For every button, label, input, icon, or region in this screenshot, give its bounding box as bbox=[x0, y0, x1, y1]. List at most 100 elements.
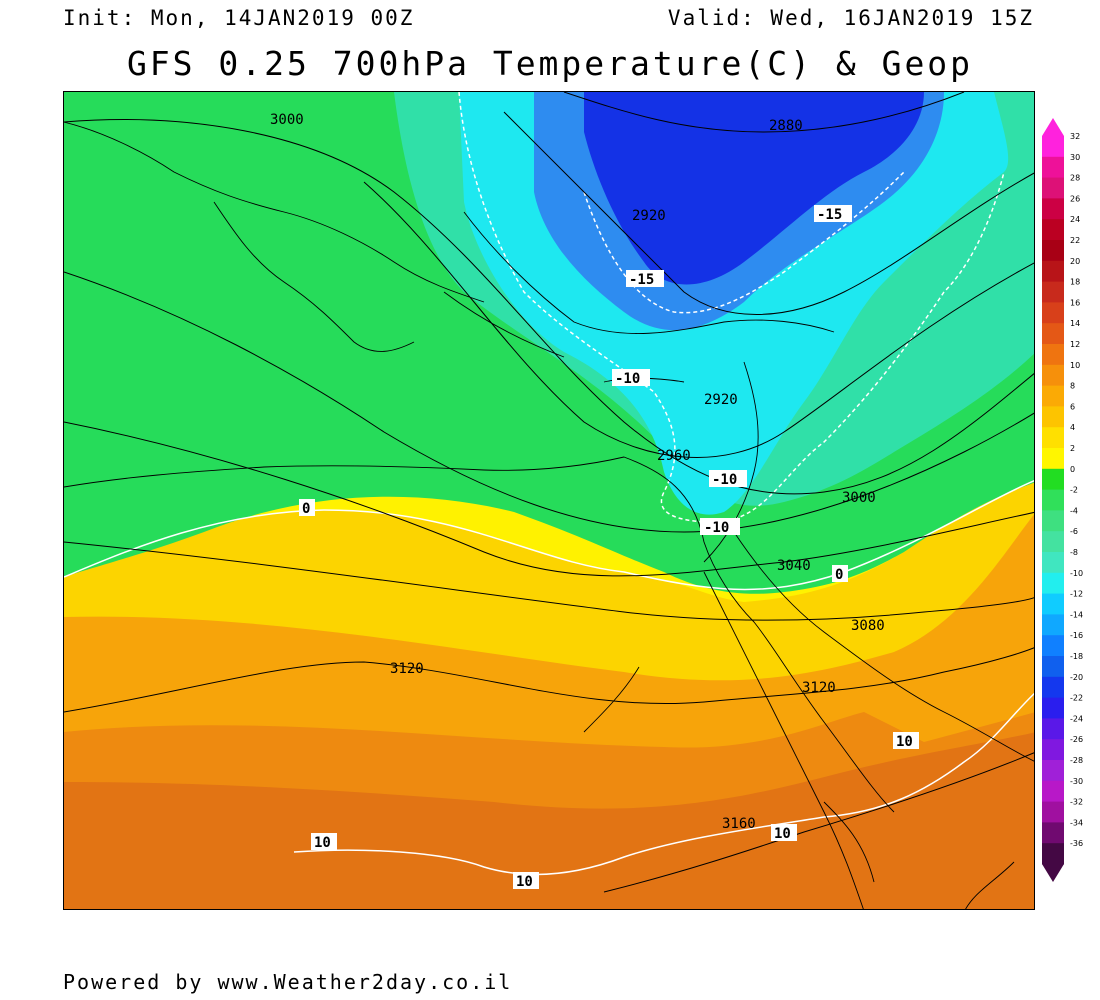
geopotential-label: 3120 bbox=[802, 680, 836, 696]
colorbar-swatch bbox=[1042, 260, 1064, 283]
colorbar-swatch bbox=[1042, 302, 1064, 324]
colorbar-label: 0 bbox=[1070, 465, 1075, 474]
colorbar-swatch bbox=[1042, 614, 1064, 636]
colorbar-label: 12 bbox=[1070, 340, 1080, 349]
colorbar-label: 6 bbox=[1070, 402, 1075, 411]
colorbar-label: -30 bbox=[1070, 777, 1083, 786]
colorbar-swatch bbox=[1042, 760, 1064, 782]
init-time: Init: Mon, 14JAN2019 00Z bbox=[63, 6, 415, 30]
temperature-label: -10 bbox=[700, 518, 740, 536]
geopotential-label: 3040 bbox=[777, 558, 811, 574]
colorbar-swatch bbox=[1042, 656, 1064, 678]
temperature-label: -15 bbox=[814, 205, 852, 223]
border-arabia bbox=[733, 531, 1034, 762]
contour-2960 bbox=[363, 181, 1034, 458]
colorbar-swatch bbox=[1042, 219, 1064, 241]
colorbar-swatch bbox=[1042, 427, 1064, 449]
colorbar-label: 10 bbox=[1070, 361, 1080, 370]
temperature-label: 10 bbox=[513, 872, 539, 890]
weather-map: 3000 2880 2920 2920 2960 3000 3040 3080 … bbox=[63, 91, 1035, 910]
colorbar-swatch bbox=[1042, 635, 1064, 657]
colorbar-swatch bbox=[1042, 489, 1064, 511]
colorbar-label: -4 bbox=[1070, 506, 1078, 515]
colorbar-label: -34 bbox=[1070, 818, 1083, 827]
geopotential-label: 3120 bbox=[390, 661, 424, 677]
colorbar-label: -6 bbox=[1070, 527, 1078, 536]
colorbar-label: 20 bbox=[1070, 257, 1080, 266]
colorbar-label: 32 bbox=[1070, 132, 1080, 141]
contour-3120 bbox=[64, 647, 1034, 713]
colorbar-label: -14 bbox=[1070, 610, 1083, 619]
geopotential-label: 2880 bbox=[769, 118, 803, 134]
colorbar-label: 4 bbox=[1070, 423, 1075, 432]
geopotential-labels: 3000 2880 2920 2920 2960 3000 3040 3080 … bbox=[270, 112, 885, 832]
band-cold-deep bbox=[584, 92, 924, 285]
colorbar-label: 2 bbox=[1070, 444, 1075, 453]
svg-text:-15: -15 bbox=[629, 272, 654, 288]
coast-greece bbox=[213, 201, 415, 352]
map-canvas: 3000 2880 2920 2920 2960 3000 3040 3080 … bbox=[64, 92, 1034, 909]
colorbar-swatch bbox=[1042, 552, 1064, 574]
colorbar-swatch bbox=[1042, 676, 1064, 699]
contour-3000-mid bbox=[64, 271, 1034, 533]
colorbar-swatch bbox=[1042, 177, 1064, 199]
isotherm-minus10 bbox=[458, 92, 1005, 523]
colorbar-swatch bbox=[1042, 697, 1064, 719]
colorbar-swatch bbox=[1042, 240, 1064, 262]
temperature-label: -10 bbox=[612, 369, 650, 387]
coast-aegean bbox=[443, 291, 565, 358]
colorbar-swatch bbox=[1042, 198, 1064, 220]
colorbar-label: 28 bbox=[1070, 174, 1080, 183]
colorbar-swatch bbox=[1042, 448, 1064, 470]
border-sudan bbox=[703, 571, 864, 909]
colorbar-label: -16 bbox=[1070, 631, 1083, 640]
colorbar-swatch bbox=[1042, 344, 1064, 366]
colorbar-swatch bbox=[1042, 531, 1064, 553]
svg-text:-15: -15 bbox=[817, 207, 842, 223]
colorbar-swatch bbox=[1042, 572, 1064, 595]
svg-text:10: 10 bbox=[896, 734, 913, 750]
colorbar-bottom-arrow bbox=[1042, 864, 1064, 882]
svg-text:10: 10 bbox=[314, 835, 331, 851]
temperature-label: -10 bbox=[709, 470, 747, 488]
colorbar-swatch bbox=[1042, 156, 1064, 179]
geopotential-label: 3160 bbox=[722, 816, 756, 832]
colorbar-label: 30 bbox=[1070, 153, 1080, 162]
geopotential-label: 2960 bbox=[657, 448, 691, 464]
svg-text:-10: -10 bbox=[615, 371, 640, 387]
colorbar-swatch bbox=[1042, 739, 1064, 761]
colorbar-label: 16 bbox=[1070, 298, 1080, 307]
temperature-label: 0 bbox=[832, 565, 848, 583]
temperature-label: 10 bbox=[311, 833, 337, 851]
colorbar-swatch bbox=[1042, 510, 1064, 532]
geopotential-label: 3000 bbox=[842, 490, 876, 506]
coast-levant bbox=[703, 361, 759, 563]
coast-turkey bbox=[463, 211, 835, 334]
colorbar-swatch bbox=[1042, 406, 1064, 428]
map-title: GFS 0.25 700hPa Temperature(C) & Geop bbox=[126, 44, 974, 83]
geopotential-label: 3000 bbox=[270, 112, 304, 128]
colorbar-swatch bbox=[1042, 593, 1064, 615]
contour-3040 bbox=[64, 421, 1034, 577]
colorbar-swatch bbox=[1042, 136, 1064, 158]
colorbar-swatch bbox=[1042, 801, 1064, 823]
footer-credit: Powered by www.Weather2day.co.il bbox=[63, 970, 513, 994]
contour-3160 bbox=[603, 752, 1034, 893]
contour-2920 bbox=[503, 111, 1034, 315]
colorbar-top-arrow bbox=[1042, 118, 1064, 136]
colorbar-label: -26 bbox=[1070, 735, 1083, 744]
colorbar-label: 26 bbox=[1070, 194, 1080, 203]
svg-text:0: 0 bbox=[835, 567, 843, 583]
colorbar-swatch bbox=[1042, 468, 1064, 491]
coast-balkans bbox=[64, 121, 485, 303]
isotherm-minus15 bbox=[583, 171, 905, 314]
isotherm-ten bbox=[293, 692, 1034, 876]
colorbar-label: -22 bbox=[1070, 694, 1083, 703]
temperature-colorbar: 32 30 28 26 24 22 20 18 16 14 12 10 8 6 4 2 0 -2 -4 -6 -8 -10… bbox=[1040, 118, 1100, 882]
colorbar-swatch bbox=[1042, 822, 1064, 844]
colorbar-swatch bbox=[1042, 364, 1064, 387]
colorbar-swatch bbox=[1042, 843, 1064, 865]
colorbar-label: -32 bbox=[1070, 798, 1083, 807]
coast-north-africa-red-sea bbox=[64, 456, 895, 813]
colorbar-label: -18 bbox=[1070, 652, 1083, 661]
